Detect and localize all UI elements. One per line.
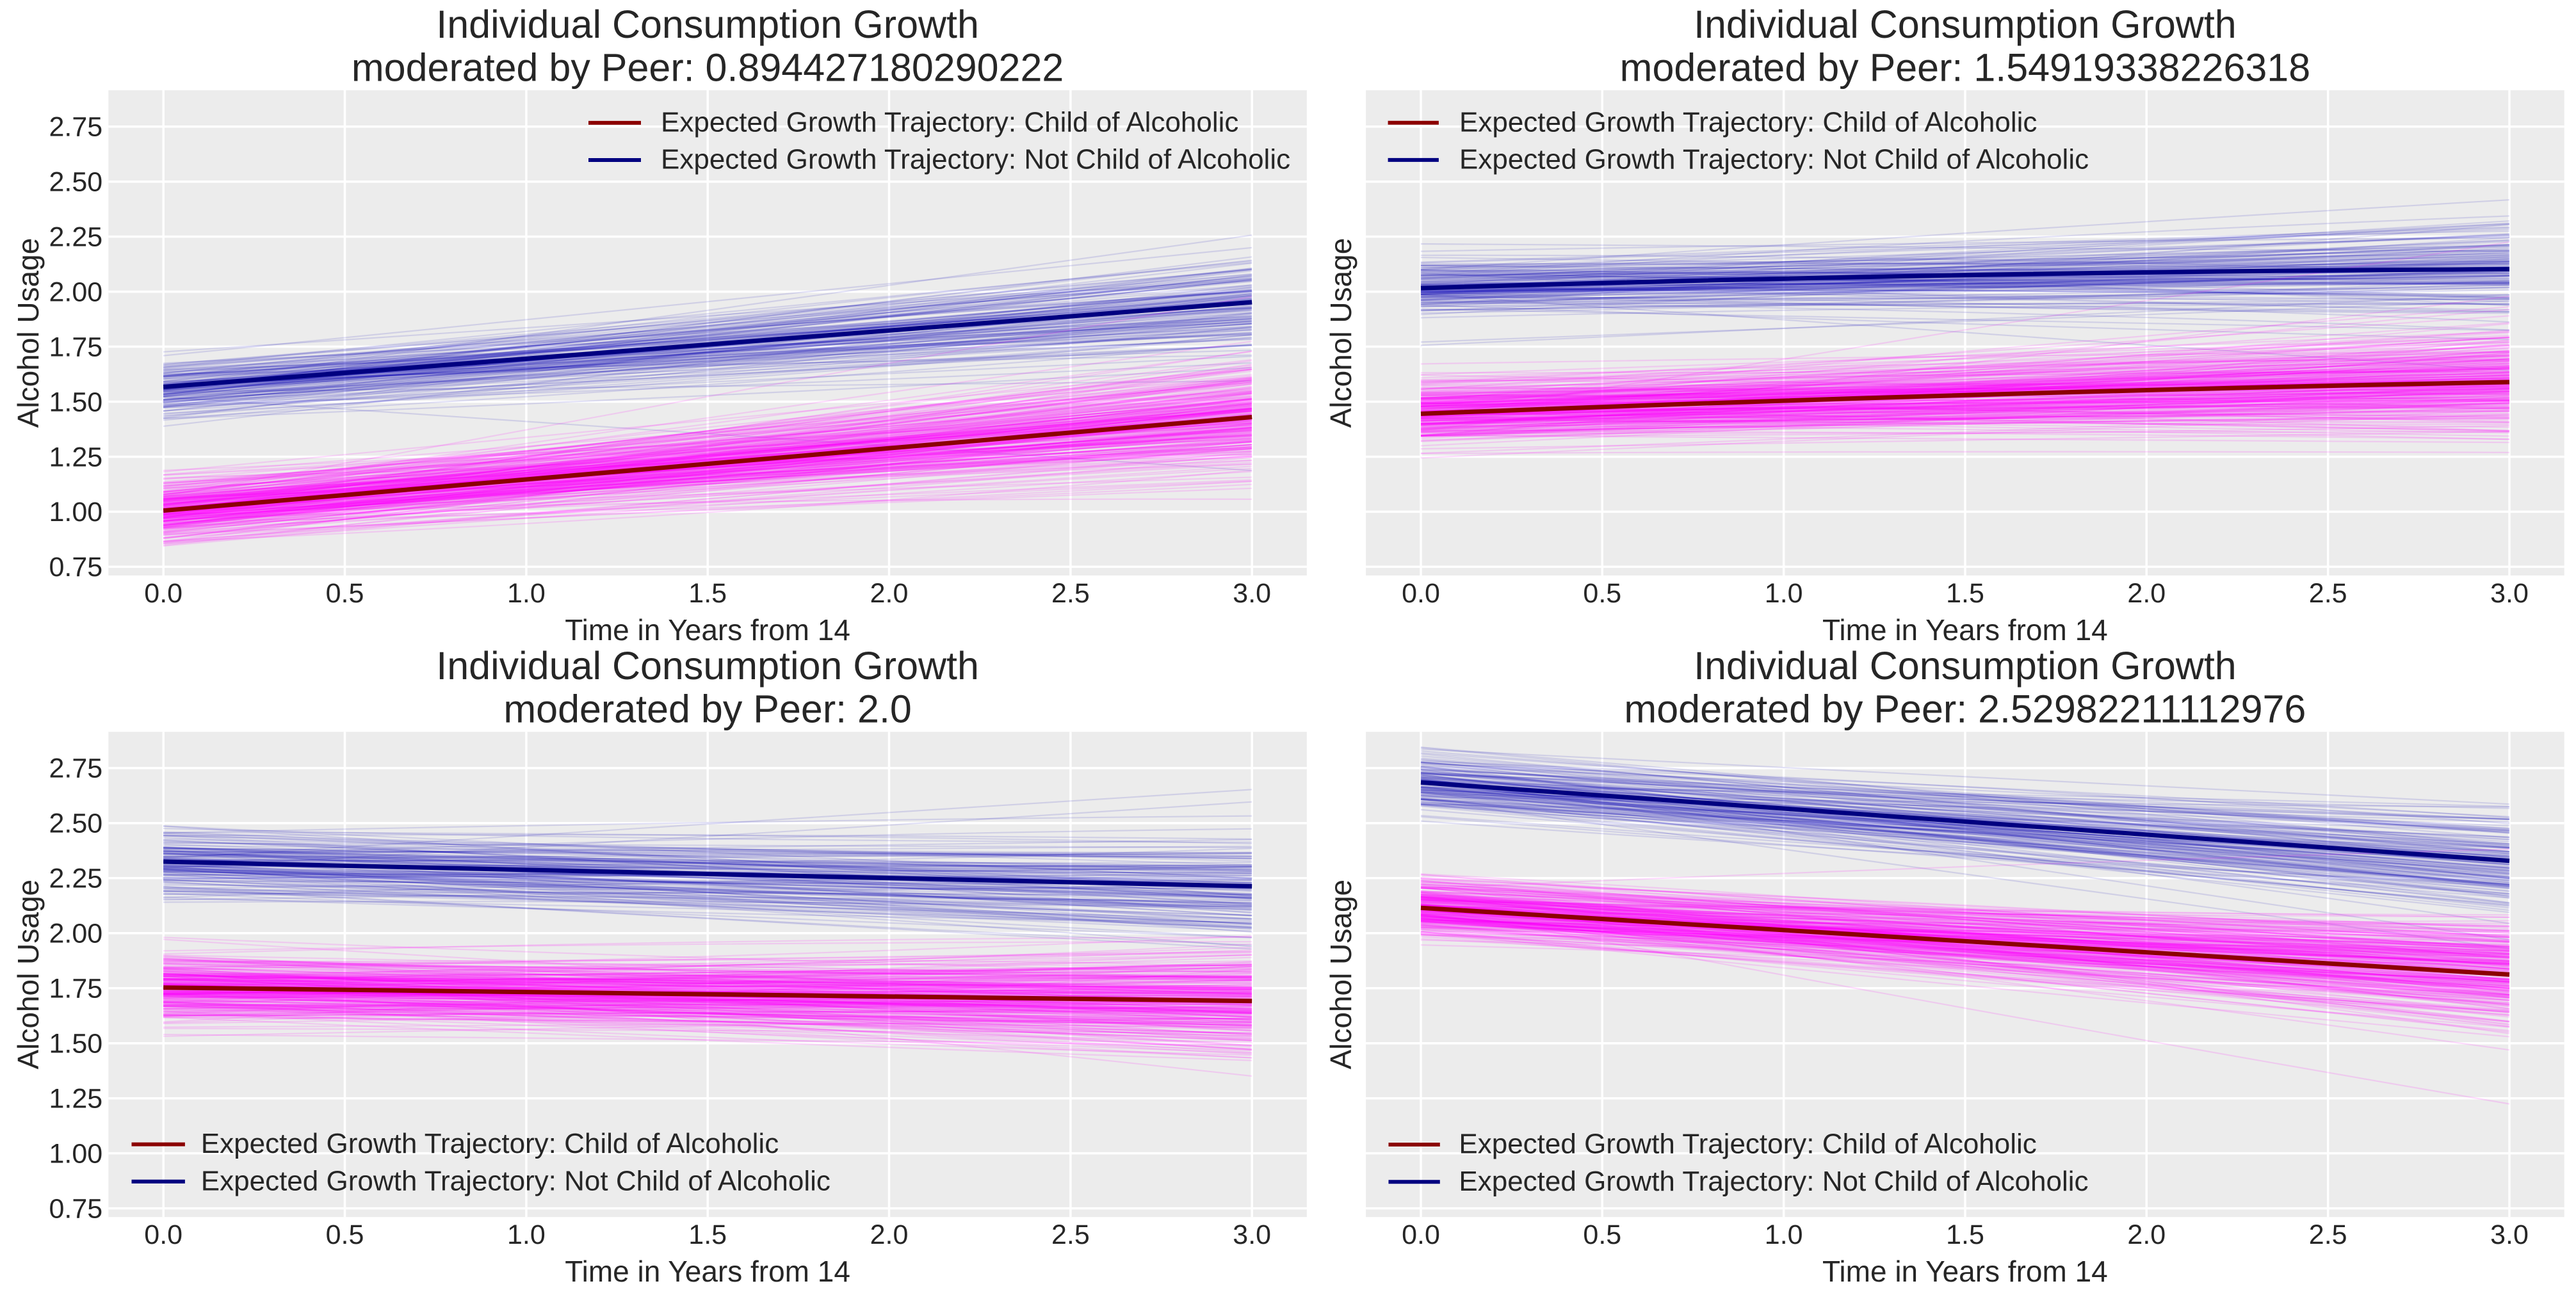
svg-text:2.5: 2.5 — [1051, 578, 1090, 609]
svg-text:2.00: 2.00 — [49, 919, 102, 949]
svg-text:Expected Growth Trajectory: Ch: Expected Growth Trajectory: Child of Alc… — [1459, 106, 2037, 138]
svg-text:Alcohol Usage: Alcohol Usage — [1324, 238, 1357, 428]
svg-text:3.0: 3.0 — [1233, 578, 1271, 609]
svg-text:0.5: 0.5 — [1583, 1219, 1621, 1250]
svg-text:0.0: 0.0 — [1402, 578, 1440, 609]
svg-text:Time in Years from 14: Time in Years from 14 — [565, 613, 850, 647]
svg-text:0.75: 0.75 — [49, 1193, 102, 1224]
svg-text:Expected Growth Trajectory: No: Expected Growth Trajectory: Not Child of… — [1459, 144, 2089, 175]
svg-text:2.5: 2.5 — [2309, 1219, 2347, 1250]
svg-text:2.75: 2.75 — [49, 112, 102, 143]
svg-text:0.0: 0.0 — [1402, 1219, 1440, 1250]
svg-text:0.5: 0.5 — [326, 1219, 364, 1250]
svg-text:1.5: 1.5 — [1946, 578, 1984, 609]
svg-text:2.5: 2.5 — [2309, 578, 2347, 609]
svg-text:Expected Growth Trajectory: No: Expected Growth Trajectory: Not Child of… — [201, 1165, 830, 1196]
svg-text:2.75: 2.75 — [49, 753, 102, 784]
svg-text:1.0: 1.0 — [507, 1219, 546, 1250]
svg-text:1.0: 1.0 — [507, 578, 546, 609]
svg-text:Individual Consumption Growth: Individual Consumption Growth — [436, 3, 979, 46]
svg-text:1.25: 1.25 — [49, 1084, 102, 1114]
svg-text:3.0: 3.0 — [2490, 578, 2529, 609]
svg-text:2.5: 2.5 — [1051, 1219, 1090, 1250]
svg-text:2.50: 2.50 — [49, 808, 102, 839]
svg-text:Individual Consumption Growth: Individual Consumption Growth — [1694, 3, 2237, 46]
svg-text:1.00: 1.00 — [49, 1138, 102, 1169]
svg-text:2.0: 2.0 — [870, 1219, 909, 1250]
svg-text:0.5: 0.5 — [326, 578, 364, 609]
svg-text:Expected Growth Trajectory: Ch: Expected Growth Trajectory: Child of Alc… — [201, 1128, 779, 1159]
svg-text:1.75: 1.75 — [49, 332, 102, 362]
svg-text:0.0: 0.0 — [144, 1219, 182, 1250]
svg-text:Alcohol Usage: Alcohol Usage — [12, 238, 45, 428]
svg-text:2.25: 2.25 — [49, 221, 102, 252]
svg-text:0.75: 0.75 — [49, 552, 102, 583]
svg-text:2.0: 2.0 — [2127, 578, 2166, 609]
svg-text:1.50: 1.50 — [49, 1029, 102, 1059]
svg-text:1.5: 1.5 — [1946, 1219, 1984, 1250]
svg-text:2.00: 2.00 — [49, 277, 102, 307]
svg-text:Expected Growth Trajectory: No: Expected Growth Trajectory: Not Child of… — [1459, 1166, 2088, 1197]
svg-text:moderated by Peer: 2.529822111: moderated by Peer: 2.52982211112976 — [1624, 688, 2306, 731]
svg-text:1.50: 1.50 — [49, 387, 102, 417]
svg-text:Alcohol Usage: Alcohol Usage — [12, 880, 45, 1070]
svg-text:1.5: 1.5 — [688, 1219, 727, 1250]
svg-text:2.50: 2.50 — [49, 167, 102, 198]
svg-text:0.5: 0.5 — [1583, 578, 1621, 609]
svg-text:Time in Years from 14: Time in Years from 14 — [565, 1255, 850, 1288]
svg-text:1.5: 1.5 — [688, 578, 727, 609]
svg-text:1.0: 1.0 — [1765, 1219, 1803, 1250]
svg-text:Individual Consumption Growth: Individual Consumption Growth — [436, 644, 979, 688]
svg-text:1.0: 1.0 — [1765, 578, 1803, 609]
svg-text:Time in Years from 14: Time in Years from 14 — [1822, 613, 2108, 647]
svg-text:Expected Growth Trajectory: Ch: Expected Growth Trajectory: Child of Alc… — [1459, 1129, 2036, 1160]
svg-text:2.0: 2.0 — [2127, 1219, 2166, 1250]
svg-text:1.25: 1.25 — [49, 442, 102, 472]
svg-text:Expected Growth Trajectory: Ch: Expected Growth Trajectory: Child of Alc… — [661, 107, 1238, 138]
svg-text:2.25: 2.25 — [49, 864, 102, 894]
svg-text:Alcohol Usage: Alcohol Usage — [1324, 880, 1357, 1070]
svg-text:0.0: 0.0 — [144, 578, 182, 609]
svg-text:Expected Growth Trajectory: No: Expected Growth Trajectory: Not Child of… — [661, 144, 1290, 175]
svg-text:1.00: 1.00 — [49, 497, 102, 527]
svg-text:2.0: 2.0 — [870, 578, 909, 609]
svg-text:moderated by Peer: 2.0: moderated by Peer: 2.0 — [503, 688, 912, 731]
svg-text:3.0: 3.0 — [1233, 1219, 1271, 1250]
svg-text:moderated by Peer: 1.549193382: moderated by Peer: 1.54919338226318 — [1620, 46, 2311, 90]
svg-text:Time in Years from 14: Time in Years from 14 — [1822, 1255, 2108, 1288]
svg-text:moderated by Peer: 0.894427180: moderated by Peer: 0.894427180290222 — [352, 46, 1064, 90]
svg-text:Individual Consumption Growth: Individual Consumption Growth — [1694, 644, 2237, 688]
svg-text:3.0: 3.0 — [2490, 1219, 2529, 1250]
svg-text:1.75: 1.75 — [49, 974, 102, 1004]
